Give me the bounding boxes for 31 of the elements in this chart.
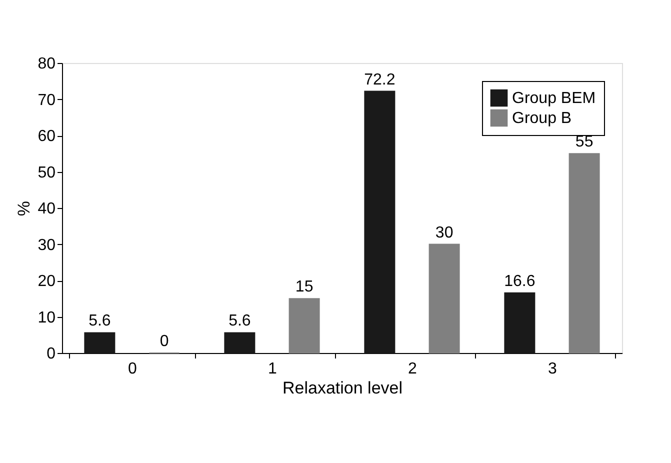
bar xyxy=(224,332,256,354)
bar xyxy=(504,292,536,354)
y-tick-label: 80 xyxy=(38,56,56,72)
y-tick-label: 40 xyxy=(38,200,56,218)
y-tick-label: 10 xyxy=(38,309,56,326)
y-tick-label: 0 xyxy=(46,346,56,362)
data-label: 30 xyxy=(435,224,454,242)
bar xyxy=(288,298,320,354)
x-axis-title: Relaxation level xyxy=(282,378,403,398)
bar xyxy=(364,90,396,354)
y-tick-label: 50 xyxy=(38,164,56,182)
x-tick-label: 2 xyxy=(408,360,418,378)
legend-label: Group B xyxy=(512,110,572,127)
y-axis-title: % xyxy=(14,200,34,216)
bar xyxy=(428,244,460,354)
y-tick-label: 60 xyxy=(38,128,56,145)
data-label: 72.2 xyxy=(364,71,396,88)
x-tick-label: 1 xyxy=(268,360,278,378)
y-tick-label: 70 xyxy=(38,92,56,109)
y-tick-label: 30 xyxy=(38,236,56,254)
bar xyxy=(568,153,600,354)
data-label: 5.6 xyxy=(88,312,111,330)
y-tick-label: 20 xyxy=(38,273,56,290)
bar xyxy=(84,332,116,354)
data-label: 16.6 xyxy=(504,272,536,290)
data-label: 0 xyxy=(160,333,169,350)
x-tick-label: 3 xyxy=(548,360,558,378)
x-tick-label: 0 xyxy=(128,360,138,378)
legend-label: Group BEM xyxy=(512,90,596,107)
data-label: 5.6 xyxy=(228,312,251,330)
data-label: 15 xyxy=(295,278,314,296)
